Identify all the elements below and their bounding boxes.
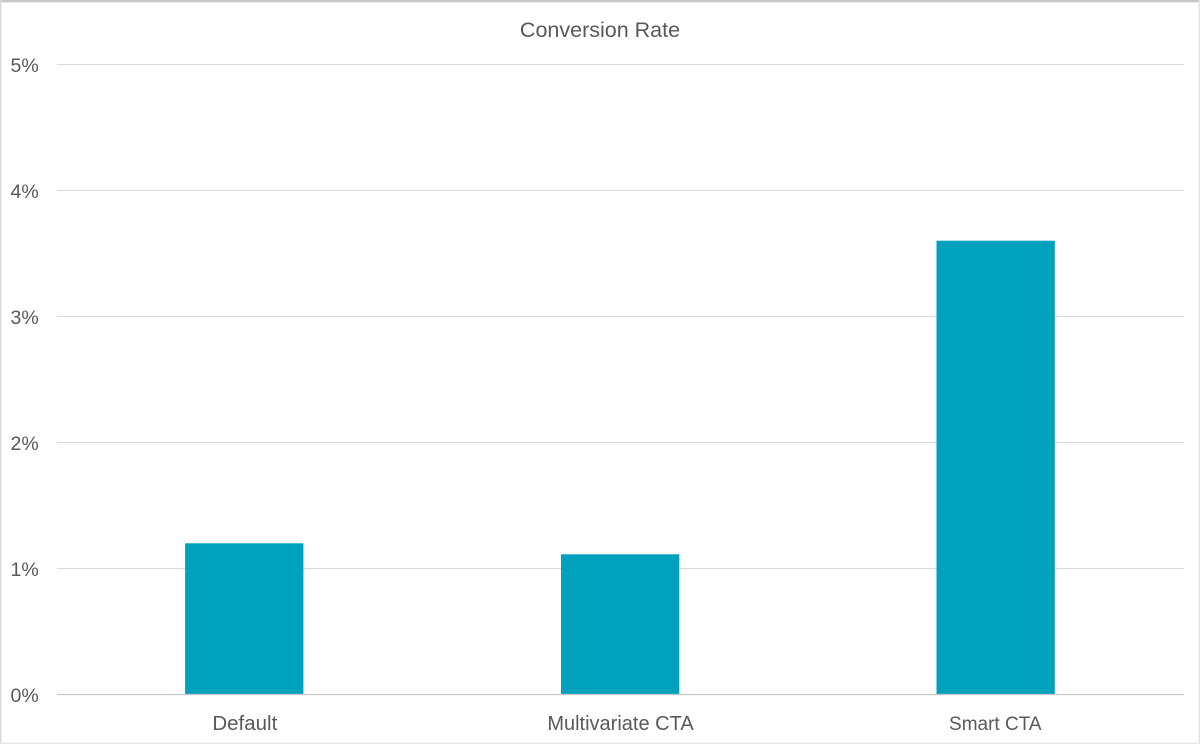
svg-text:1%: 1% xyxy=(11,559,39,581)
svg-text:3%: 3% xyxy=(11,307,39,329)
svg-text:Default: Default xyxy=(212,712,277,735)
svg-text:4%: 4% xyxy=(11,181,39,203)
svg-text:0%: 0% xyxy=(11,685,39,707)
svg-text:Conversion Rate: Conversion Rate xyxy=(520,18,680,42)
svg-text:5%: 5% xyxy=(11,55,39,77)
svg-text:Smart CTA: Smart CTA xyxy=(949,714,1042,735)
svg-text:Multivariate CTA: Multivariate CTA xyxy=(547,713,694,735)
svg-text:2%: 2% xyxy=(11,433,39,455)
